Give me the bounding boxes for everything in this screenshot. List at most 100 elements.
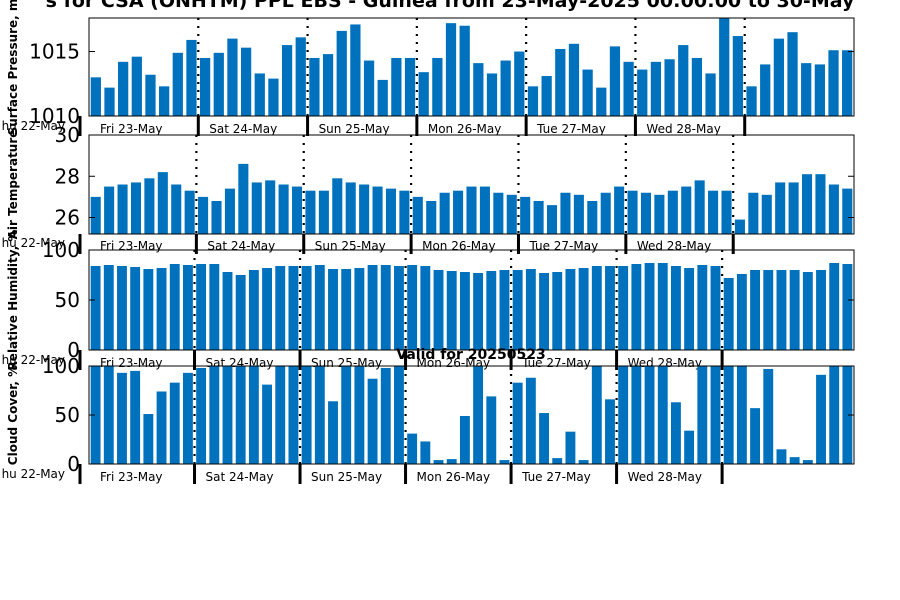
y-tick-label: 0 [67,338,80,362]
y-tick-label: 100 [42,354,80,378]
bar [789,270,800,350]
day-label: Mon 26-May [417,470,491,484]
bar [801,174,813,234]
bar [169,382,180,464]
bar [486,396,497,464]
bar [697,265,708,350]
bar [412,196,423,235]
bar [734,219,745,234]
bar [367,378,378,464]
bar [262,268,272,350]
bar [650,61,662,116]
y-tick-label: 1010 [29,104,80,128]
bar [345,182,356,234]
y-axis-label: Cloud Cover, % [6,365,20,465]
bar [350,24,361,117]
bar [670,402,681,464]
bar [732,36,744,116]
bar [473,273,484,350]
bar [305,190,316,234]
day-label: Sun 25-May [315,239,386,253]
bar [512,382,523,464]
bar [322,54,334,116]
bar [143,269,154,350]
bar [418,72,429,116]
bar [131,56,142,116]
day-label: Sat 24-May [206,470,274,484]
bar [288,366,299,464]
bar [407,433,418,464]
bar [721,190,732,234]
bar [354,268,365,350]
bar [582,69,593,116]
day-label: Fri 23-May [100,239,163,253]
day-label: Tue 27-May [536,122,606,136]
bar [432,57,443,116]
bar [433,460,444,464]
bar [815,174,826,234]
y-tick-label: 26 [55,206,80,230]
bar [268,78,279,116]
bar [670,266,681,350]
bar [560,192,571,234]
bar [275,366,286,464]
bar [318,190,329,234]
bar [802,460,813,464]
bar [760,64,771,116]
start-date-label: hu 22-May [2,119,65,133]
bar [578,460,589,464]
bar [763,270,774,350]
bar [420,266,431,350]
y-tick-label: 1015 [29,40,80,64]
valid-for-label: Valid for 20250523 [396,347,545,363]
bar [295,37,306,117]
y-tick-label: 28 [55,164,80,188]
bar [466,186,477,234]
bar [209,264,220,350]
bar [473,63,484,116]
bar [301,366,312,464]
bar [842,188,853,234]
bar [281,45,293,116]
bar [627,190,638,234]
bar [568,43,580,116]
bar [697,366,708,464]
bar [359,184,370,234]
bar [314,366,325,464]
bar [723,366,734,464]
bar [708,190,719,234]
bar [372,186,383,234]
bar [227,38,238,116]
bar [750,408,761,464]
bar [486,271,497,350]
bar [275,266,286,350]
bar [265,180,276,234]
bar [552,272,563,350]
bar [761,194,772,234]
bar [248,366,259,464]
bar [314,265,325,350]
bar [169,264,180,350]
bar [678,45,689,116]
bar [145,74,156,116]
bar [354,366,365,464]
bar [506,194,517,234]
bar [172,52,183,116]
day-label: Mon 26-May [428,122,502,136]
bar [600,192,611,234]
bar [723,278,734,350]
y-axis-label: Air Temperature [6,130,20,240]
day-label: Mon 26-May [422,239,496,253]
bar [609,46,621,117]
bar [104,186,115,234]
bar [446,459,457,464]
bar [439,192,450,234]
bar [591,366,602,464]
bar [829,263,840,350]
bar [637,69,648,116]
bar [235,275,246,350]
bar [828,50,839,116]
bar [533,201,544,234]
bar [404,57,416,116]
bar [117,266,127,350]
